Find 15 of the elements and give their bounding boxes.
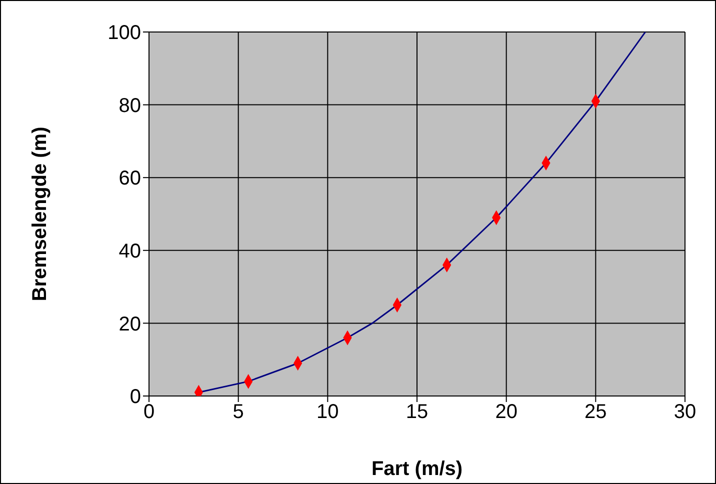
x-axis-title: Fart (m/s) <box>371 458 463 480</box>
x-tick-label: 5 <box>232 401 244 424</box>
y-tick-label: 20 <box>118 313 141 336</box>
x-tick-label: 30 <box>674 401 696 424</box>
x-tick-label: 15 <box>406 401 428 424</box>
y-tick-label: 80 <box>118 94 141 117</box>
x-tick-label: 20 <box>495 401 518 424</box>
x-tick-label: 10 <box>316 401 339 424</box>
y-tick-label: 40 <box>118 240 141 262</box>
y-tick-label: 100 <box>108 22 141 44</box>
x-tick-label: 25 <box>584 401 607 424</box>
y-tick-label: 0 <box>130 386 141 408</box>
y-axis-title: Bremselengde (m) <box>29 126 52 302</box>
x-tick-label: 0 <box>143 401 155 424</box>
y-tick-label: 60 <box>118 168 141 190</box>
